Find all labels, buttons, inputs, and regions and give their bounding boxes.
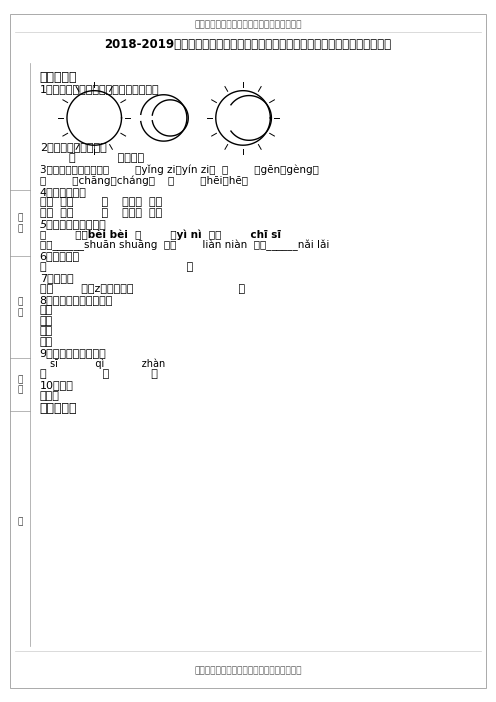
Text: 声母        像个z，舌尖伸平                              。: 声母 像个z，舌尖伸平 。	[40, 284, 245, 293]
Text: 从            跳下来。: 从 跳下来。	[69, 153, 144, 163]
Text: 一个: 一个	[40, 316, 53, 326]
Text: 6．组一组。: 6．组一组。	[40, 251, 80, 261]
Text: 7．顺口溜: 7．顺口溜	[40, 273, 73, 283]
Text: 4．选字填空。: 4．选字填空。	[40, 187, 87, 197]
Text: 我        课文bèi bèi  题        问yì nì  古诗        chī sī: 我 课文bèi bèi 题 问yì nì 古诗 chī sī	[40, 230, 281, 239]
Text: 一条: 一条	[40, 326, 53, 336]
Text: sī            qì            zhàn: sī qì zhàn	[50, 359, 165, 369]
Text: 3．选择正确的读音影子        （yǐng zi，yín zi）  跟        （gēn，gèng）: 3．选择正确的读音影子 （yǐng zi，yín zi） 跟 （gēn，gèng…	[40, 165, 318, 175]
Text: 绿茵茵: 绿茵茵	[40, 391, 60, 401]
Text: 一把: 一把	[40, 305, 53, 315]
Text: 1．猜一猜下面图画表示的汉字是什么。: 1．猜一猜下面图画表示的汉字是什么。	[40, 84, 159, 94]
Text: 10．仿写: 10．仿写	[40, 380, 73, 390]
Text: 9．我会读，还会写。: 9．我会读，还会写。	[40, 348, 107, 358]
Text: 白露______shuān shuāng  思念        liàn niàn  奶奶______nǎi lǎi: 白露______shuān shuāng 思念 liàn niàn 奶奶____…	[40, 239, 329, 251]
Text: 分
数: 分 数	[17, 213, 22, 233]
Text: 2018-2019年北京市朝阳区芳草地国际学校一年级上册语文第一次模拟月考含答案: 2018-2019年北京市朝阳区芳草地国际学校一年级上册语文第一次模拟月考含答案	[105, 38, 391, 51]
Text: 8．先填空，再读一读。: 8．先填空，再读一读。	[40, 295, 113, 305]
Text: 公                车            台: 公 车 台	[40, 369, 158, 379]
Text: 一、填空题: 一、填空题	[40, 71, 77, 84]
Text: 一只: 一只	[40, 337, 53, 347]
Text: 本试卷为精选小学数学试卷，欢迎下载与阅读: 本试卷为精选小学数学试卷，欢迎下载与阅读	[194, 20, 302, 29]
Text: 长                                        山: 长 山	[40, 262, 193, 272]
Text: 2．把句子补充完整。: 2．把句子补充完整。	[40, 143, 107, 152]
Text: 姓
名: 姓 名	[17, 298, 22, 317]
Text: 本试卷为精选小学数学试卷，欢迎下载与阅读: 本试卷为精选小学数学试卷，欢迎下载与阅读	[194, 666, 302, 675]
Text: 二、连线题: 二、连线题	[40, 402, 77, 415]
Text: （乌  鸟）        鸦    口（渴  喝）: （乌 鸟） 鸦 口（渴 喝）	[40, 197, 162, 207]
Text: 题: 题	[17, 517, 22, 526]
Text: 5．选出正确的读音。: 5．选出正确的读音。	[40, 219, 107, 229]
Text: 班
级: 班 级	[17, 375, 22, 395]
Text: 常        （chāng，cháng）    黑        （hēi，hē）: 常 （chāng，cháng） 黑 （hēi，hē）	[40, 176, 248, 185]
Text: （瓶  坪）        子    办（法  发）: （瓶 坪） 子 办（法 发）	[40, 208, 162, 218]
